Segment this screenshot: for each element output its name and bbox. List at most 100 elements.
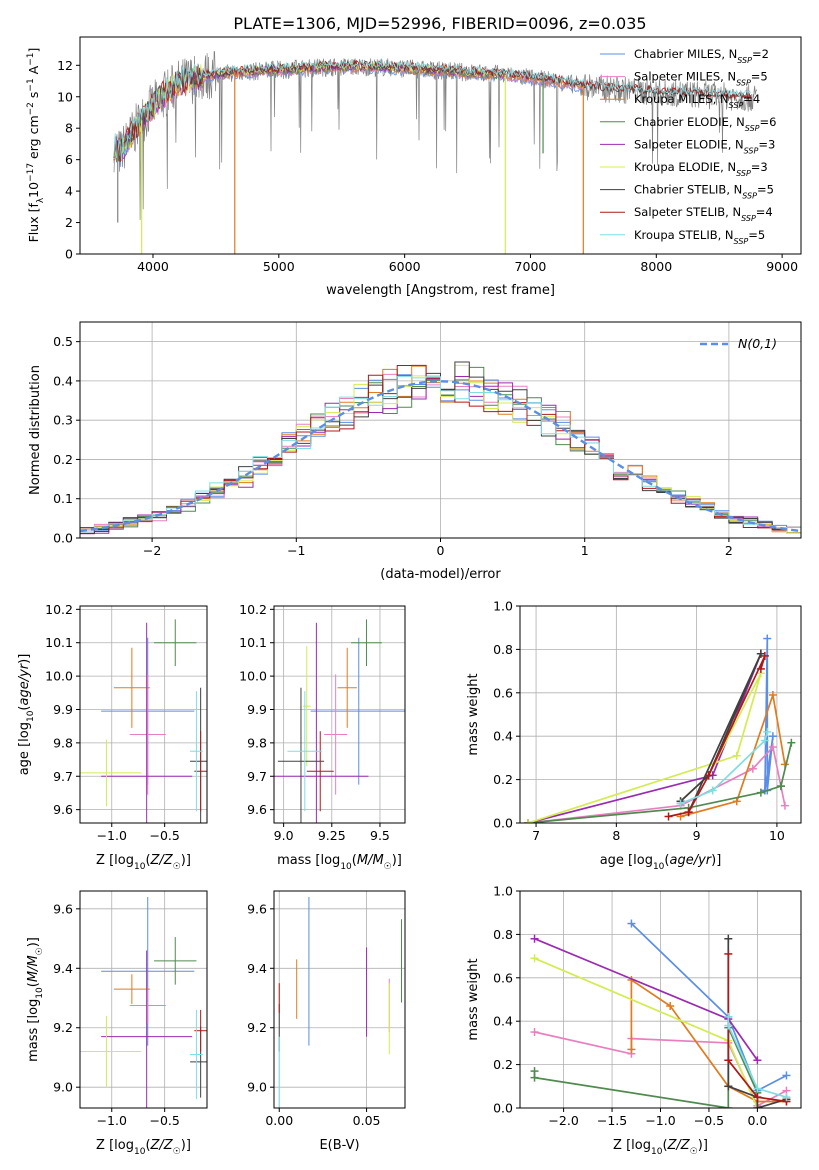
x-axis-label: age [log10(age/yr)] <box>600 853 722 872</box>
label-part: ( <box>664 853 669 868</box>
y-axis-label: mass weight <box>466 958 481 1040</box>
label-part: Flux [f <box>26 203 41 243</box>
y-tick-label: 4 <box>65 184 73 199</box>
y-tick-label: 8 <box>65 121 73 136</box>
y-tick-label: 9.9 <box>53 702 73 717</box>
y-tick-label: 0.3 <box>53 413 73 428</box>
y-tick-label: 9.8 <box>247 735 267 750</box>
label-part: −17 <box>26 163 36 182</box>
weight-line-salpeter_miles <box>534 1031 787 1107</box>
y-tick-label: 0.6 <box>493 970 513 985</box>
weight-marker-kroupa_miles <box>627 1045 636 1054</box>
legend-label-main: Salpeter STELIB, N <box>634 205 741 219</box>
x-tick-label: −1.0 <box>97 828 127 843</box>
x-tick-label: −0.5 <box>694 1113 724 1128</box>
x-tick-label: −0.5 <box>149 1113 179 1128</box>
y-tick-label: 0.5 <box>53 334 73 349</box>
legend-label: Salpeter STELIB, NSSP=4 <box>634 205 773 223</box>
x-tick-label: 0 <box>437 543 445 558</box>
weight-marker-chabrier_elodie <box>787 738 796 747</box>
plot-area-age_vs_Z <box>80 619 207 823</box>
weight-marker-kroupa_stelib <box>708 786 717 795</box>
y-tick-label: 0.2 <box>493 1057 513 1072</box>
weight-marker-chabrier_miles <box>627 919 636 928</box>
label-part: )] <box>181 853 191 868</box>
y-tick-label: 0.4 <box>493 729 513 744</box>
weight-line-kroupa_stelib <box>727 1016 787 1099</box>
x-tick-label: 8000 <box>640 259 672 274</box>
x-tick-label: 1 <box>581 543 589 558</box>
y-tick-label: 0.2 <box>493 772 513 787</box>
x-tick-label: −2 <box>143 543 161 558</box>
label-part: )] <box>26 937 41 947</box>
weight-marker-kroupa_elodie <box>530 954 539 963</box>
chart-mass_vs_Z: −1.0 −0.59.09.29.49.6Z [log10(Z/Z☉)]mass … <box>26 890 208 1157</box>
label-part: 10 <box>26 710 36 722</box>
label-part: 10 <box>134 1147 146 1157</box>
legend-label-post: =3 <box>758 137 775 151</box>
legend-label: Chabrier ELODIE, NSSP=6 <box>634 115 776 133</box>
y-tick-label: 0.0 <box>493 816 513 831</box>
label-part: mass [log <box>277 853 340 868</box>
legend-label-sub: SSP <box>744 146 759 155</box>
legend-label-post: =5 <box>748 228 765 242</box>
weight-marker-kroupa_stelib <box>763 727 772 736</box>
weight-marker-chabrier_elodie <box>724 1104 733 1108</box>
legend-label-sub: SSP <box>742 191 757 200</box>
label-part: ☉ <box>173 1147 181 1157</box>
x-tick-label: 0.05 <box>353 1113 381 1128</box>
label-part: s <box>26 92 41 103</box>
x-tick-label: −1.0 <box>97 1113 127 1128</box>
legend-label-main: Chabrier MILES, N <box>634 47 737 61</box>
weight-marker-chabrier_miles <box>763 634 772 643</box>
x-tick-label: 6000 <box>389 259 421 274</box>
legend-label-post: =5 <box>757 183 774 197</box>
weight-marker-chabrier_elodie <box>776 782 785 791</box>
label-part: Z [log <box>613 1138 651 1153</box>
weight-marker-chabrier_stelib <box>724 934 733 943</box>
y-tick-label: 9.0 <box>53 1080 73 1095</box>
legend-label-sub: SSP <box>737 56 752 65</box>
legend-label: Kroupa ELODIE, NSSP=3 <box>634 160 768 178</box>
y-tick-label: 0.0 <box>493 1101 513 1116</box>
x-tick-label: 10 <box>769 828 785 843</box>
legend-label-main: Kroupa MILES, N <box>634 92 729 106</box>
legend-label: Chabrier STELIB, NSSP=5 <box>634 183 774 201</box>
weight-marker-salpeter_stelib <box>704 771 713 780</box>
label-part: M/M <box>26 955 41 982</box>
label-part: Z/Z <box>150 1138 174 1153</box>
plot-area-weight_vs_age <box>524 634 796 823</box>
weight-marker-chabrier_miles <box>768 732 777 741</box>
label-part: age/yr <box>17 662 32 705</box>
weight-marker-kroupa_miles <box>732 797 741 806</box>
legend-label-main: Kroupa STELIB, N <box>634 228 734 242</box>
label-part: ] <box>26 48 41 53</box>
x-tick-label: −1 <box>287 543 305 558</box>
x-tick-label: 7000 <box>515 259 547 274</box>
weight-marker-salpeter_elodie <box>753 1056 762 1065</box>
y-tick-label: 0.4 <box>53 373 73 388</box>
weight-marker-salpeter_miles <box>530 1028 539 1037</box>
label-part: 10 <box>26 182 41 198</box>
axes-frame <box>79 36 802 255</box>
y-tick-label: 9.8 <box>53 735 73 750</box>
y-tick-label: 0.0 <box>53 531 73 546</box>
y-tick-label: 0.1 <box>53 491 73 506</box>
chart-spectrum: 4000 5000 6000 7000 8000 9000 0 2 4 6 8 10 12 Chabrie… <box>26 36 802 298</box>
y-tick-label: 9.4 <box>247 961 267 976</box>
label-part: λ <box>36 197 46 203</box>
x-tick-label: 9 <box>693 828 701 843</box>
x-tick-label: 7 <box>532 828 540 843</box>
legend-label-post: =3 <box>751 160 768 174</box>
x-axis-label: Z [log10(Z/Z☉)] <box>613 1138 708 1157</box>
weight-marker-salpeter_stelib <box>724 1056 733 1065</box>
label-part: ( <box>17 706 32 711</box>
legend-label: Salpeter MILES, NSSP=5 <box>634 70 768 88</box>
y-tick-label: 10.1 <box>239 635 267 650</box>
chart-age_vs_mass: 9.0 9.25 9.5 9.6 9.7 9.8 9.9 10.0 10.1 10.2 mass [… <box>239 602 406 872</box>
weight-line-kroupa_miles <box>680 694 786 818</box>
x-tick-label: 9.5 <box>370 828 390 843</box>
x-tick-label: 9.0 <box>274 828 294 843</box>
